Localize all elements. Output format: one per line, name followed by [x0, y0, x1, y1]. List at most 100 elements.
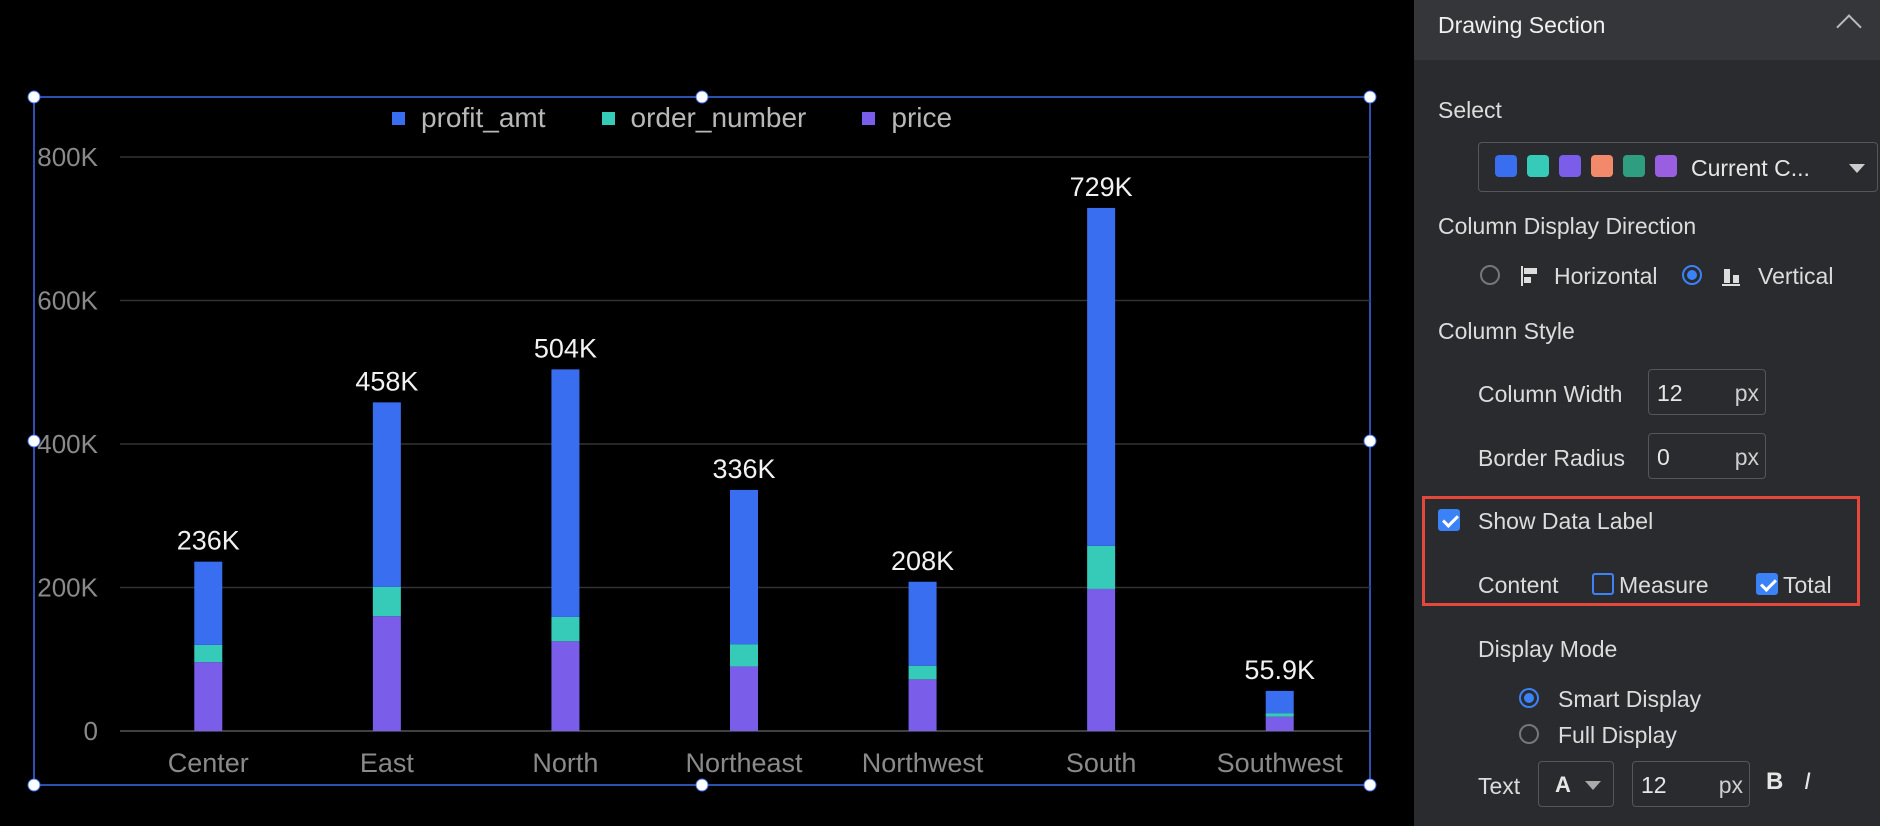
- legend-label: profit_amt: [421, 102, 546, 133]
- stacked-column-chart: 0 200K 400K 600K 800K 236K Center 458K East 504K N…: [27, 90, 1377, 792]
- radio-horizontal[interactable]: [1480, 265, 1500, 285]
- legend-label: order_number: [630, 102, 807, 133]
- selection-frame: [33, 96, 1371, 786]
- x-tick-label: North: [532, 748, 598, 778]
- settings-panel: Drawing Section Select Current C... Colu…: [1414, 0, 1880, 826]
- legend-item-price[interactable]: price: [862, 102, 952, 134]
- y-tick-label: 0: [84, 716, 98, 746]
- column-width-label: Column Width: [1478, 381, 1623, 407]
- y-tick-label: 400K: [37, 429, 98, 459]
- column-width-input[interactable]: 12 px: [1648, 369, 1766, 415]
- bar-segment: [372, 402, 401, 587]
- x-tick-label: East: [360, 748, 415, 778]
- radio-smart-display[interactable]: [1519, 688, 1539, 708]
- legend-item-order-number[interactable]: order_number: [601, 102, 807, 134]
- measure-label: Measure: [1619, 572, 1709, 598]
- color-palette-select[interactable]: Current C...: [1478, 142, 1878, 192]
- data-label: 504K: [534, 333, 597, 363]
- bar-segment: [730, 489, 758, 645]
- bar-segment: [551, 369, 580, 617]
- bar-segment: [194, 561, 223, 645]
- bar-segment: [1265, 716, 1294, 731]
- y-tick-label: 800K: [37, 142, 98, 172]
- text-label: Text: [1478, 773, 1521, 799]
- bar-segment: [1265, 690, 1294, 714]
- vertical-label: Vertical: [1758, 263, 1834, 289]
- section-title: Drawing Section: [1438, 12, 1606, 38]
- horizontal-bar-icon: [1521, 266, 1537, 286]
- bar-segment: [372, 586, 401, 617]
- highlight-frame: [1422, 496, 1860, 606]
- palette-swatch: [1591, 155, 1613, 177]
- x-tick-label: Center: [168, 748, 249, 778]
- resize-handle: [27, 778, 41, 792]
- resize-handle: [1363, 434, 1377, 448]
- italic-button[interactable]: I: [1804, 768, 1811, 795]
- chart-canvas[interactable]: 0 200K 400K 600K 800K 236K Center 458K East 504K N…: [0, 0, 1414, 826]
- resize-handle: [695, 90, 709, 104]
- resize-handle: [695, 778, 709, 792]
- palette-swatch: [1495, 155, 1517, 177]
- palette-swatch: [1527, 155, 1549, 177]
- column-width-value: 12: [1657, 380, 1683, 406]
- bar-segment: [372, 616, 401, 731]
- x-tick-label: Northwest: [862, 748, 984, 778]
- bar-segment: [194, 662, 223, 731]
- palette-swatch: [1623, 155, 1645, 177]
- bar-segment: [908, 665, 937, 680]
- bar-segment: [551, 641, 580, 731]
- caret-down-icon: [1849, 164, 1865, 173]
- legend-item-profit-amt[interactable]: profit_amt: [392, 102, 546, 134]
- bar-segment: [1265, 713, 1294, 717]
- full-display-label: Full Display: [1558, 722, 1677, 748]
- data-label: 208K: [891, 546, 954, 576]
- data-label: 55.9K: [1244, 655, 1315, 685]
- bar-segment: [730, 666, 758, 731]
- chevron-up-icon[interactable]: [1836, 14, 1862, 40]
- x-tick-label: South: [1066, 748, 1137, 778]
- radio-full-display[interactable]: [1519, 724, 1539, 744]
- bold-button[interactable]: B: [1766, 768, 1784, 795]
- radio-vertical[interactable]: [1682, 265, 1702, 285]
- bar-segment: [194, 644, 223, 663]
- display-mode-label: Display Mode: [1478, 636, 1618, 662]
- font-size-input[interactable]: 12 px: [1632, 761, 1750, 807]
- content-label: Content: [1478, 572, 1559, 598]
- font-size-unit: px: [1718, 772, 1743, 798]
- font-glyph: A: [1555, 772, 1571, 797]
- column-style-label: Column Style: [1438, 318, 1575, 344]
- bar-segment: [1087, 588, 1116, 731]
- legend-label: price: [891, 102, 953, 133]
- measure-checkbox[interactable]: [1592, 573, 1614, 595]
- resize-handle: [1363, 90, 1377, 104]
- font-color-select[interactable]: A: [1538, 761, 1614, 807]
- y-tick-label: 200K: [37, 573, 98, 603]
- total-checkbox[interactable]: [1756, 573, 1778, 595]
- caret-down-icon: [1585, 781, 1601, 790]
- x-tick-label: Southwest: [1217, 748, 1344, 778]
- vertical-bar-icon: [1722, 269, 1740, 286]
- resize-handle: [1363, 778, 1377, 792]
- border-radius-input[interactable]: 0 px: [1648, 433, 1766, 479]
- legend-swatch: [392, 111, 405, 125]
- bar-segment: [908, 581, 937, 666]
- palette-swatch: [1559, 155, 1581, 177]
- column-width-unit: px: [1734, 380, 1759, 406]
- data-label: 458K: [355, 366, 418, 396]
- border-radius-value: 0: [1657, 444, 1670, 470]
- bar-segment: [551, 616, 580, 642]
- font-size-value: 12: [1641, 772, 1667, 798]
- horizontal-label: Horizontal: [1554, 263, 1658, 289]
- direction-label: Column Display Direction: [1438, 213, 1697, 239]
- resize-handle: [27, 434, 41, 448]
- data-label: 729K: [1070, 172, 1133, 202]
- x-tick-label: Northeast: [685, 748, 803, 778]
- smart-display-label: Smart Display: [1558, 686, 1702, 712]
- bar-segment: [1087, 545, 1116, 589]
- y-tick-label: 600K: [37, 286, 98, 316]
- palette-swatch: [1655, 155, 1677, 177]
- show-data-label-checkbox[interactable]: [1438, 509, 1460, 531]
- section-header[interactable]: Drawing Section: [1414, 0, 1880, 60]
- border-radius-label: Border Radius: [1478, 445, 1626, 471]
- chart-legend: profit_amt order_number price: [392, 102, 952, 134]
